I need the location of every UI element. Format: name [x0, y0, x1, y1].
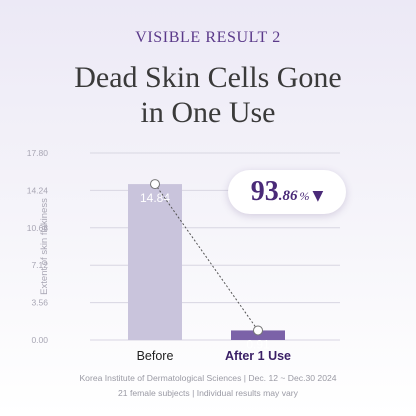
bar-before	[128, 184, 182, 340]
y-tick-label: 17.80	[27, 148, 49, 158]
y-tick-label: 10.68	[27, 223, 49, 233]
data-point-marker	[150, 179, 160, 190]
section-subtitle: VISIBLE RESULT 2	[135, 29, 281, 46]
x-category-label: Before	[137, 349, 174, 363]
x-category-label: After 1 Use	[225, 349, 291, 363]
source-line-2: 21 female subjects | Individual results …	[118, 388, 298, 398]
title-line-1: Dead Skin Cells Gone	[74, 61, 342, 94]
y-tick-label: 14.24	[27, 185, 49, 195]
down-arrow-icon: ▼	[312, 188, 324, 204]
y-axis-label: Extent of skin flakiness	[39, 198, 50, 295]
page-title: Dead Skin Cells Gone in One Use	[0, 60, 416, 130]
y-tick-label: 3.56	[31, 298, 48, 308]
reduction-unit: %	[299, 189, 310, 203]
reduction-badge: 93 .86 % ▼	[228, 170, 346, 214]
source-line-1: Korea Institute of Dermatological Scienc…	[79, 373, 337, 383]
y-tick-label: 0.00	[31, 335, 48, 345]
title-line-2: in One Use	[140, 96, 276, 129]
bar-value-label: 0.91	[246, 337, 270, 351]
y-tick-label: 7.12	[31, 260, 48, 270]
bar-value-label: 14.84	[140, 191, 170, 205]
data-point-marker	[253, 325, 263, 336]
trend-connector	[154, 183, 259, 331]
reduction-whole: 93	[250, 176, 279, 207]
reduction-decimal: .86	[278, 188, 298, 204]
